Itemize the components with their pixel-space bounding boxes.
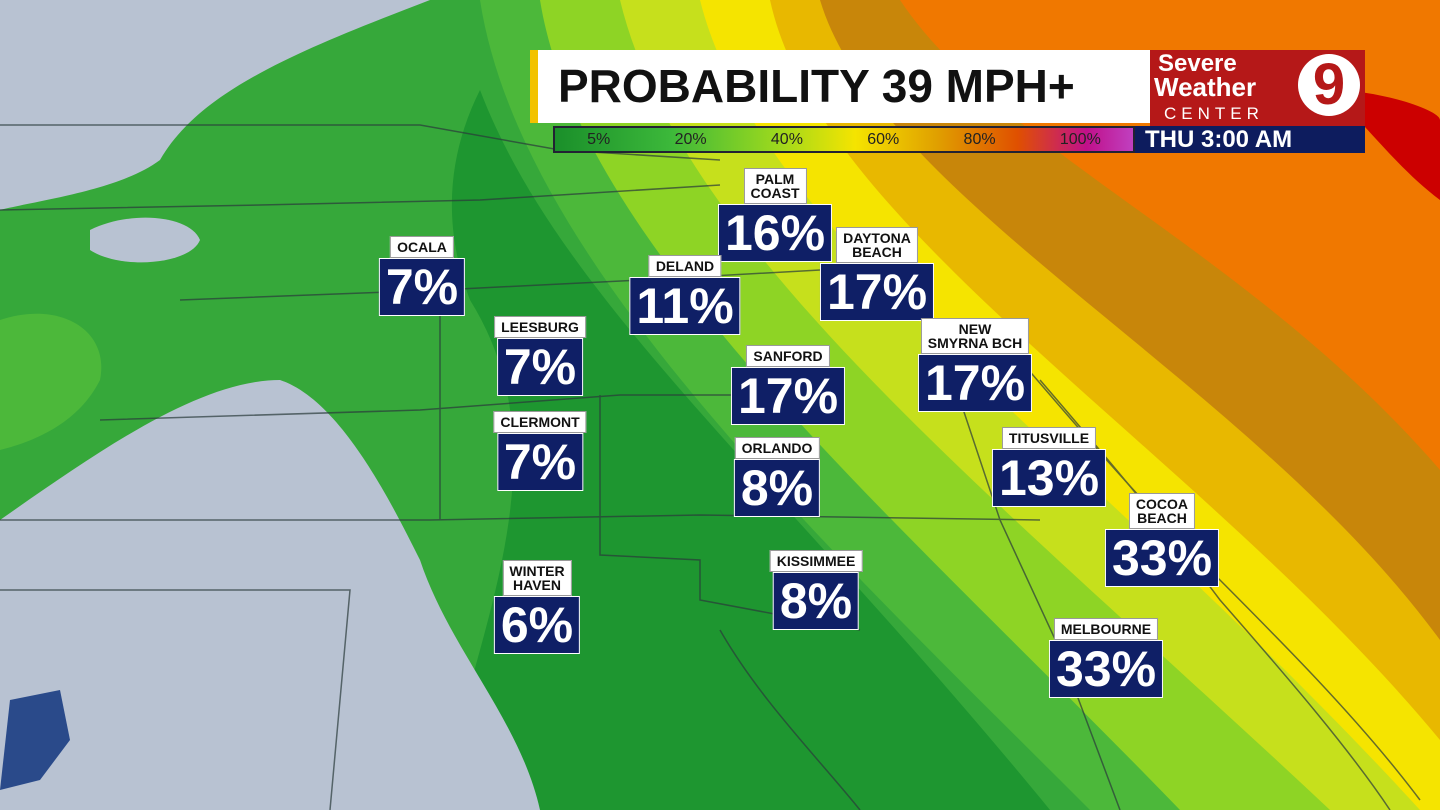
city-label: OCALA 7% xyxy=(378,236,466,316)
city-label: KISSIMMEE 8% xyxy=(769,550,863,630)
city-value: 16% xyxy=(717,204,833,262)
city-value: 13% xyxy=(991,449,1107,507)
city-value: 17% xyxy=(730,367,846,425)
city-name-line: COAST xyxy=(750,185,800,201)
city-value: 7% xyxy=(496,338,584,396)
land-gray xyxy=(0,0,430,210)
city-value: 17% xyxy=(917,354,1033,412)
city-label: WINTER HAVEN 6% xyxy=(493,560,581,654)
city-value: 8% xyxy=(772,572,860,630)
city-label: ORLANDO 8% xyxy=(733,437,821,517)
time: THU 3:00 AM xyxy=(1135,126,1365,153)
land-gray xyxy=(90,217,200,263)
city-value: 33% xyxy=(1048,640,1164,698)
city-name-line: WINTER xyxy=(509,563,565,579)
city-name: KISSIMMEE xyxy=(769,550,863,572)
city-name-line: COCOA xyxy=(1135,496,1189,512)
city-label: DELAND 11% xyxy=(629,255,741,335)
legend-label: 80% xyxy=(963,130,996,148)
city-name: CLERMONT xyxy=(493,411,587,433)
city-name-line: BEACH xyxy=(852,244,902,260)
city-name: DAYTONA BEACH xyxy=(836,227,918,263)
city-value: 11% xyxy=(629,277,741,335)
city-name-line: PALM xyxy=(755,171,795,187)
city-name: PALM COAST xyxy=(743,168,807,204)
city-name-line: KISSIMMEE xyxy=(776,553,856,569)
city-name-line: CLERMONT xyxy=(500,414,580,430)
legend-label: 20% xyxy=(674,130,707,148)
city-name: WINTER HAVEN xyxy=(502,560,572,596)
logo-text: Weather xyxy=(1154,72,1257,102)
city-value: 17% xyxy=(819,263,935,321)
city-label: COCOA BEACH 33% xyxy=(1104,493,1220,587)
city-name-line: SANFORD xyxy=(753,348,823,364)
city-name: COCOA BEACH xyxy=(1128,493,1196,529)
legend: 5% 20% 40% 60% 80% 100% xyxy=(553,126,1135,153)
city-label: CLERMONT 7% xyxy=(493,411,587,491)
city-label: LEESBURG 7% xyxy=(494,316,586,396)
city-name: TITUSVILLE xyxy=(1001,427,1097,449)
land-gray xyxy=(0,380,540,810)
city-name: ORLANDO xyxy=(734,437,820,459)
logo-channel: 9 xyxy=(1298,54,1360,116)
lake xyxy=(0,690,70,790)
city-label: PALM COAST 16% xyxy=(717,168,833,262)
legend-label: 5% xyxy=(587,130,611,148)
city-name-line: DELAND xyxy=(655,258,715,274)
city-value: 8% xyxy=(733,459,821,517)
city-name-line: HAVEN xyxy=(513,577,561,593)
city-label: NEW SMYRNA BCH 17% xyxy=(917,318,1033,412)
city-name-line: OCALA xyxy=(397,239,447,255)
city-name: LEESBURG xyxy=(494,316,586,338)
city-name-line: MELBOURNE xyxy=(1060,621,1152,637)
city-value: 6% xyxy=(493,596,581,654)
city-name: OCALA xyxy=(390,236,454,258)
city-name-line: TITUSVILLE xyxy=(1008,430,1090,446)
band-green xyxy=(0,313,102,450)
logo-text: Severe xyxy=(1158,50,1237,77)
city-value: 33% xyxy=(1104,529,1220,587)
city-name-line: DAYTONA xyxy=(843,230,911,246)
city-name-line: SMYRNA BCH xyxy=(927,335,1023,351)
city-name-line: LEESBURG xyxy=(501,319,579,335)
band-darkgreen xyxy=(440,90,1050,810)
logo: Severe Weather CENTER 9 xyxy=(1150,50,1365,126)
city-label: SANFORD 17% xyxy=(730,345,846,425)
city-name-line: ORLANDO xyxy=(741,440,813,456)
legend-label: 40% xyxy=(770,130,803,148)
city-value: 7% xyxy=(496,433,584,491)
city-name: NEW SMYRNA BCH xyxy=(920,318,1030,354)
city-name: SANFORD xyxy=(746,345,830,367)
logo-text: CENTER xyxy=(1164,104,1264,123)
city-name-line: BEACH xyxy=(1137,510,1187,526)
city-label: DAYTONA BEACH 17% xyxy=(819,227,935,321)
city-label: MELBOURNE 33% xyxy=(1048,618,1164,698)
legend-label: 60% xyxy=(867,130,900,148)
city-label: TITUSVILLE 13% xyxy=(991,427,1107,507)
title: PROBABILITY 39 MPH+ xyxy=(530,50,1150,123)
city-name: DELAND xyxy=(648,255,722,277)
legend-label: 100% xyxy=(1059,130,1101,148)
city-name: MELBOURNE xyxy=(1053,618,1159,640)
city-value: 7% xyxy=(378,258,466,316)
city-name-line: NEW xyxy=(958,321,992,337)
